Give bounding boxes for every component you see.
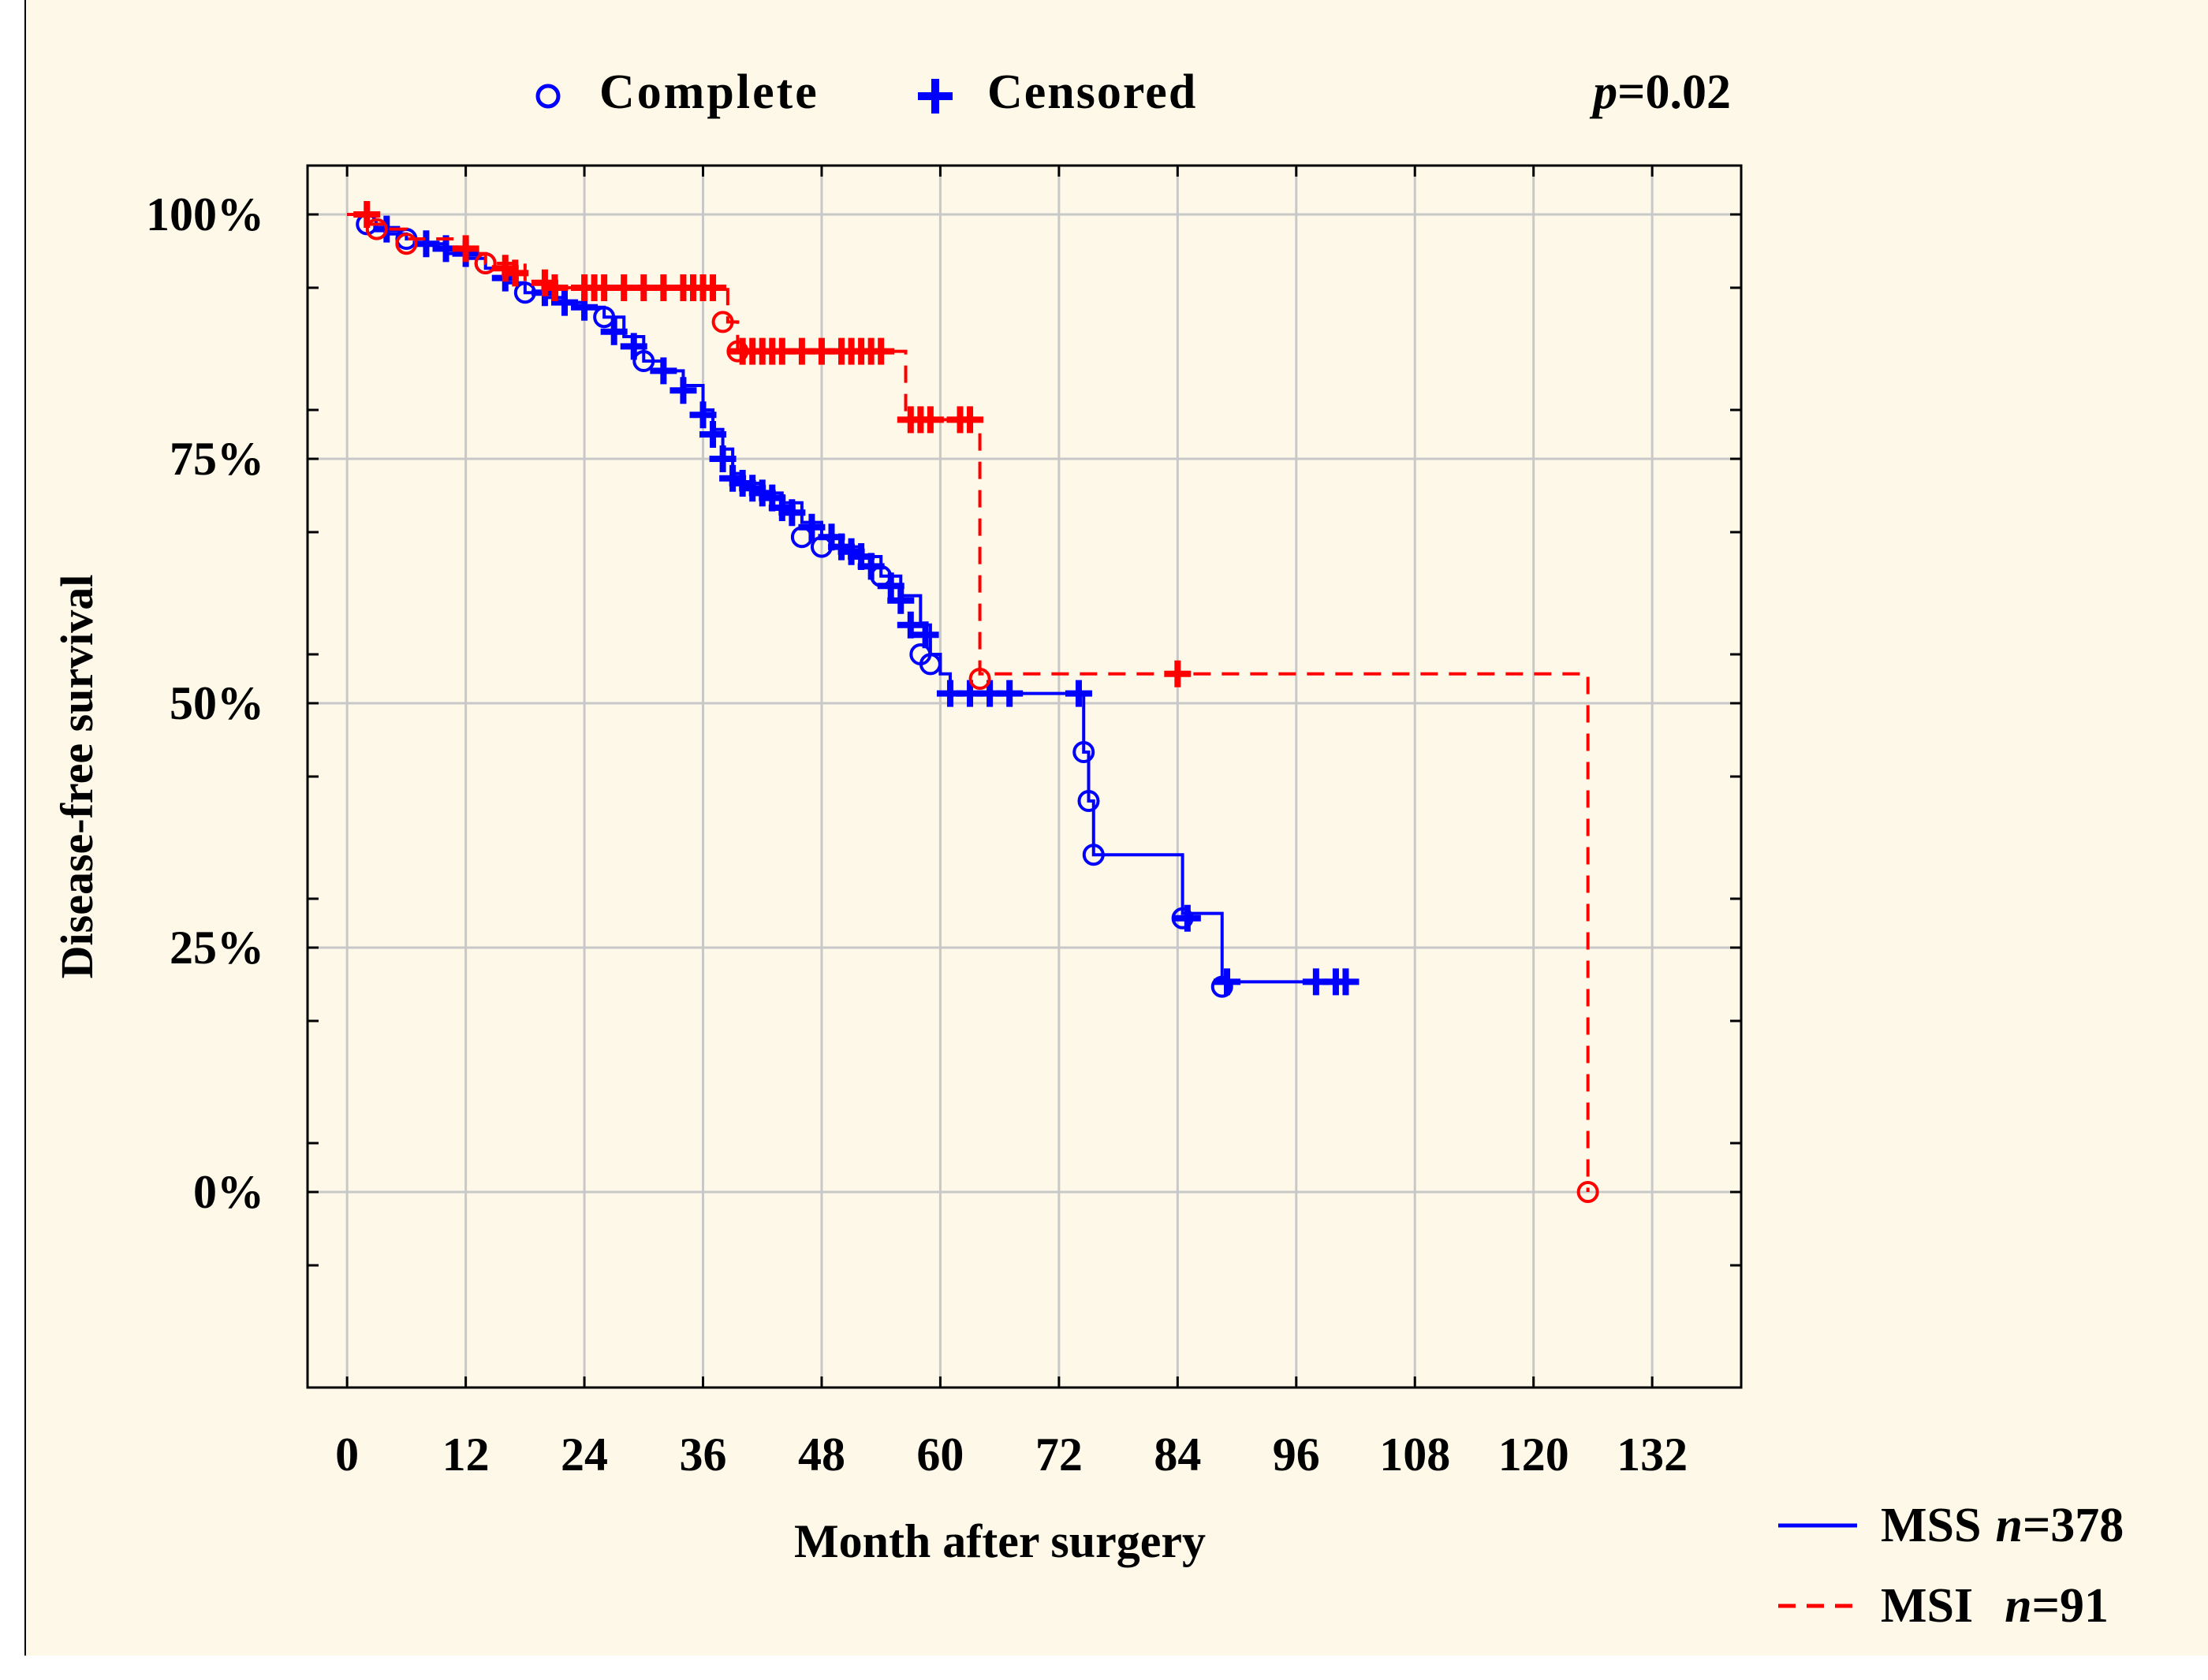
censored-point: [887, 587, 915, 614]
x-tick-label: 96: [1273, 1429, 1320, 1481]
complete-point: [968, 668, 991, 690]
p-value-number: =0.02: [1617, 65, 1731, 119]
y-tick-label: 50%: [170, 677, 264, 729]
legend-msi-label: MSI n=91: [1881, 1579, 2109, 1633]
complete-point: [593, 306, 616, 329]
censored-marker-icon: [918, 79, 953, 114]
x-tick-label: 24: [561, 1429, 608, 1481]
complete-point: [632, 350, 655, 372]
censored-point: [1164, 660, 1192, 687]
censored-point: [1214, 968, 1241, 996]
censored-point: [798, 513, 826, 541]
gridlines: [308, 166, 1741, 1388]
censored-point: [916, 406, 944, 434]
complete-point: [1082, 844, 1105, 866]
censored-point: [699, 274, 727, 301]
censored-point: [709, 445, 737, 472]
legend-mss-n: n: [1995, 1499, 2022, 1552]
tick-marks: [308, 166, 1741, 1389]
censored-point: [912, 621, 939, 649]
series-mss: [347, 213, 1359, 998]
y-tick-labels: 0% 25% 50% 75% 100%: [146, 188, 264, 1218]
complete-label: Complete: [599, 65, 819, 119]
x-tick-labels: 0 12 24 36 48 60 72 84 96 108 120 132: [335, 1429, 1688, 1481]
y-tick-label: 0%: [193, 1166, 264, 1218]
y-axis-label: Disease-free survival: [51, 575, 103, 979]
p-italic: p: [1589, 65, 1617, 119]
censored-point: [1065, 680, 1092, 707]
censored-point: [353, 201, 381, 228]
legend-msi-count: =91: [2032, 1579, 2109, 1633]
censored-point: [541, 274, 569, 301]
top-legend: Complete Censored p=0.02: [535, 65, 1731, 119]
y-tick-label: 100%: [146, 188, 264, 240]
survival-curves: [347, 201, 1599, 1203]
censored-point: [550, 289, 578, 316]
complete-point: [395, 233, 418, 255]
censored-point: [897, 611, 924, 639]
x-axis-label: Month after surgery: [794, 1515, 1206, 1567]
legend-mss-count: =378: [2023, 1499, 2124, 1552]
chart-background: [25, 0, 2208, 1656]
censored-point: [1332, 968, 1359, 996]
x-tick-label: 60: [916, 1429, 964, 1481]
x-tick-label: 132: [1617, 1429, 1688, 1481]
series-msi: [347, 201, 1599, 1203]
x-tick-label: 36: [680, 1429, 727, 1481]
series-legend: MSS n=378 MSI n=91: [1778, 1499, 2124, 1633]
censored-point: [689, 401, 717, 429]
censored-point: [957, 406, 984, 434]
censored-point: [857, 553, 885, 580]
p-value: p=0.02: [1589, 65, 1731, 119]
y-tick-label: 25%: [170, 922, 264, 974]
censored-point: [867, 337, 895, 365]
censored-point: [452, 235, 479, 263]
complete-point: [919, 653, 942, 676]
complete-point: [365, 218, 388, 240]
censored-point: [620, 333, 647, 360]
x-tick-label: 48: [798, 1429, 845, 1481]
complete-point: [1576, 1181, 1599, 1203]
complete-point: [474, 252, 497, 274]
complete-point: [711, 311, 734, 333]
y-tick-label: 75%: [170, 433, 264, 485]
x-tick-label: 0: [335, 1429, 359, 1481]
censored-point: [669, 377, 697, 404]
complete-marker-icon: [535, 84, 561, 109]
censored-point: [1173, 904, 1201, 932]
complete-point: [1072, 741, 1095, 763]
censored-point: [699, 421, 727, 448]
x-tick-label: 84: [1154, 1429, 1201, 1481]
censored-point: [600, 318, 628, 345]
legend-msi-name: MSI: [1881, 1579, 1973, 1633]
censored-point: [778, 499, 806, 527]
legend-msi-n: n: [2005, 1579, 2031, 1633]
censored-point: [502, 259, 529, 287]
censored-label: Censored: [987, 65, 1197, 119]
complete-point: [1077, 790, 1100, 812]
x-tick-label: 120: [1498, 1429, 1569, 1481]
censored-point: [877, 572, 904, 600]
legend-mss-label: MSS n=378: [1881, 1499, 2124, 1552]
complete-point: [1210, 975, 1233, 998]
x-tick-label: 12: [442, 1429, 490, 1481]
censored-point: [650, 357, 677, 385]
censored-point: [996, 680, 1024, 707]
x-tick-label: 72: [1035, 1429, 1083, 1481]
legend-mss-name: MSS: [1881, 1499, 1981, 1552]
x-tick-label: 108: [1379, 1429, 1450, 1481]
